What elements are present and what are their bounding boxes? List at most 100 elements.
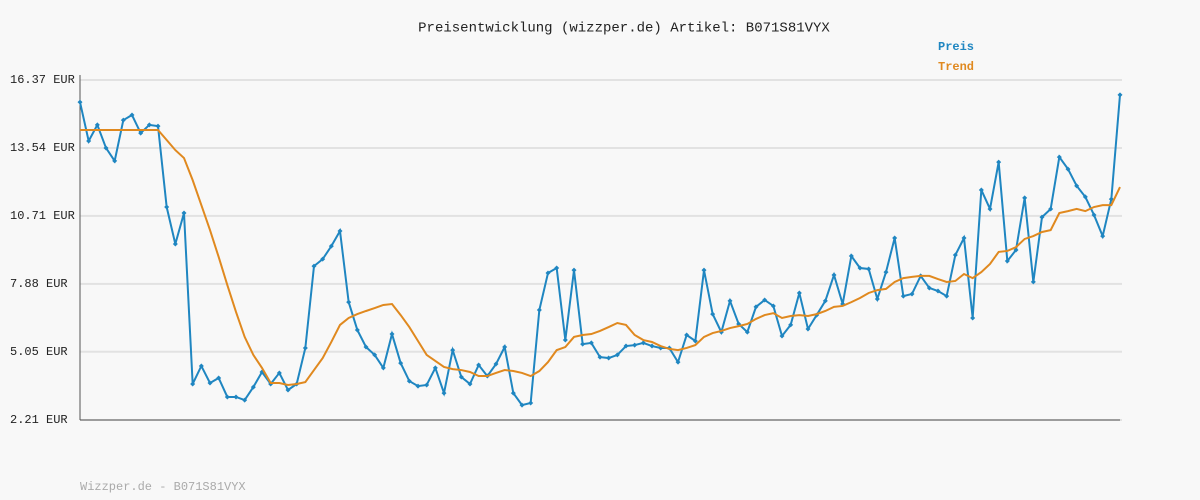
point-marker — [770, 303, 776, 309]
legend-entry: Trend — [938, 60, 974, 74]
point-marker — [138, 130, 144, 136]
point-marker — [900, 293, 906, 299]
y-tick-label: 10.71 EUR — [10, 209, 75, 223]
point-marker — [320, 256, 326, 262]
point-marker — [892, 235, 898, 241]
point-marker — [467, 381, 473, 387]
point-marker — [198, 363, 204, 369]
point-marker — [632, 342, 638, 348]
point-marker — [285, 387, 291, 393]
point-marker — [302, 345, 308, 351]
point-marker — [588, 340, 594, 346]
point-marker — [1117, 92, 1123, 98]
point-marker — [372, 352, 378, 358]
point-marker — [94, 122, 100, 128]
point-marker — [172, 241, 178, 247]
point-marker — [1091, 212, 1097, 218]
point-marker — [1100, 233, 1106, 239]
point-marker — [207, 380, 213, 386]
point-marker — [86, 138, 92, 144]
point-marker — [1039, 214, 1045, 220]
point-marker — [675, 359, 681, 365]
point-marker — [1056, 154, 1062, 160]
point-marker — [458, 374, 464, 380]
point-marker — [346, 299, 352, 305]
point-marker — [996, 159, 1002, 165]
point-marker — [580, 341, 586, 347]
point-marker — [684, 332, 690, 338]
point-marker — [424, 382, 430, 388]
chart-title: Preisentwicklung (wizzper.de) Artikel: B… — [418, 21, 830, 37]
y-tick-label: 16.37 EUR — [10, 73, 75, 87]
point-marker — [857, 265, 863, 271]
y-tick-label: 2.21 EUR — [10, 413, 68, 427]
point-marker — [744, 329, 750, 335]
series-line — [80, 128, 1121, 386]
point-marker — [866, 266, 872, 272]
legend-entry: Preis — [938, 40, 974, 54]
point-marker — [1022, 195, 1028, 201]
point-marker — [493, 361, 499, 367]
point-marker — [796, 290, 802, 296]
point-marker — [1065, 166, 1071, 172]
point-marker — [779, 333, 785, 339]
point-marker — [502, 344, 508, 350]
point-marker — [623, 343, 629, 349]
point-marker — [952, 252, 958, 258]
point-marker — [545, 270, 551, 276]
point-marker — [528, 400, 534, 406]
point-marker — [1074, 183, 1080, 189]
point-marker — [415, 383, 421, 389]
point-marker — [701, 267, 707, 273]
point-marker — [311, 263, 317, 269]
point-marker — [848, 253, 854, 259]
y-tick-label: 13.54 EUR — [10, 141, 75, 155]
point-marker — [476, 362, 482, 368]
point-marker — [692, 338, 698, 344]
point-marker — [649, 343, 655, 349]
point-marker — [129, 112, 135, 118]
point-marker — [987, 206, 993, 212]
point-marker — [77, 99, 83, 105]
point-marker — [788, 322, 794, 328]
point-marker — [926, 285, 932, 291]
point-marker — [398, 360, 404, 366]
point-marker — [363, 344, 369, 350]
point-marker — [328, 243, 334, 249]
point-marker — [216, 375, 222, 381]
point-marker — [909, 291, 915, 297]
point-marker — [640, 340, 646, 346]
y-tick-label: 7.88 EUR — [10, 277, 68, 291]
point-marker — [224, 394, 230, 400]
point-marker — [103, 145, 109, 151]
point-marker — [935, 288, 941, 294]
point-marker — [1082, 194, 1088, 200]
point-marker — [146, 122, 152, 128]
point-marker — [181, 210, 187, 216]
point-marker — [1048, 206, 1054, 212]
point-marker — [250, 384, 256, 390]
point-marker — [727, 298, 733, 304]
point-marker — [536, 307, 542, 313]
point-marker — [337, 228, 343, 234]
footer: Wizzper.de - B071S81VYX — [80, 480, 246, 494]
point-marker — [441, 390, 447, 396]
point-marker — [571, 267, 577, 273]
point-marker — [961, 235, 967, 241]
point-marker — [389, 331, 395, 337]
point-marker — [233, 394, 239, 400]
point-marker — [242, 397, 248, 403]
point-marker — [822, 298, 828, 304]
point-marker — [190, 381, 196, 387]
point-marker — [883, 269, 889, 275]
point-marker — [380, 365, 386, 371]
point-marker — [120, 117, 126, 123]
point-marker — [606, 355, 612, 361]
point-marker — [450, 347, 456, 353]
point-marker — [432, 365, 438, 371]
point-marker — [554, 265, 560, 271]
point-marker — [164, 204, 170, 210]
point-marker — [519, 402, 525, 408]
